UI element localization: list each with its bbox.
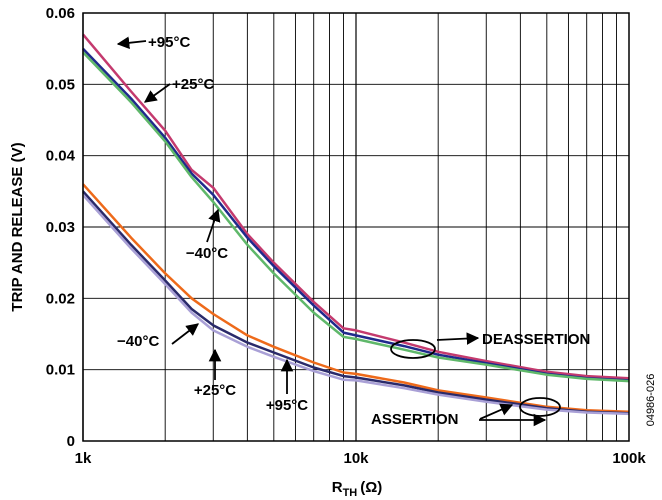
annotation-deassert-25: +25°C — [172, 76, 214, 93]
y-tick-label: 0 — [67, 433, 75, 450]
x-axis-title-subscript: TH — [343, 487, 358, 499]
series-line-assertion-40C — [82, 194, 630, 416]
x-tick-label: 100k — [612, 450, 646, 467]
annotation-assert-40: −40°C — [117, 333, 159, 350]
y-tick-label: 0.03 — [46, 219, 75, 236]
figure-number: 04986-026 — [645, 374, 657, 427]
x-tick-label: 1k — [75, 450, 92, 467]
series-line-deassertion-40C — [82, 51, 630, 383]
y-tick-label: 0.04 — [46, 148, 76, 165]
annotation-arrow — [479, 403, 514, 420]
x-axis-title-unit: (Ω) — [360, 479, 382, 496]
annotation-arrow — [436, 332, 480, 345]
x-axis-title-main: R — [332, 479, 343, 496]
series-line-assertion-95C — [82, 183, 630, 414]
y-tick-label: 0.06 — [46, 5, 75, 22]
annotation-arrow — [206, 208, 221, 243]
annotation-deassert-40: −40°C — [186, 245, 228, 262]
y-axis-title: TRIP AND RELEASE (V) — [9, 142, 26, 311]
y-tick-label: 0.01 — [46, 362, 75, 379]
annotation-deassertion: DEASSERTION — [482, 331, 590, 348]
annotation-arrow — [116, 36, 147, 50]
series-line-deassertion-95C — [82, 33, 630, 380]
annotation-assertion: ASSERTION — [371, 411, 459, 428]
annotation-assert-95: +95°C — [266, 397, 308, 414]
annotations: +95°C +25°C −40°C −40°C +25°C +95°C DEASSERTIO… — [116, 34, 590, 428]
y-tick-label: 0.05 — [46, 76, 75, 93]
tick-labels: 1k 10k 100k 0 0.01 0.02 0.03 0.04 0.05 0.06 — [46, 5, 647, 467]
y-tick-label: 0.02 — [46, 290, 75, 307]
annotation-assert-25: +25°C — [194, 382, 236, 399]
annotation-arrow — [171, 323, 199, 345]
annotation-arrow — [143, 83, 171, 103]
series-lines — [82, 33, 630, 416]
annotation-deassert-95: +95°C — [148, 34, 190, 51]
x-axis-title: RTH (Ω) — [332, 479, 383, 499]
plot-frame — [82, 12, 630, 442]
series-line-assertion-25C — [82, 190, 630, 415]
x-tick-label: 10k — [343, 450, 369, 467]
deassertion-ellipse — [390, 339, 436, 359]
assertion-ellipse — [519, 397, 561, 417]
